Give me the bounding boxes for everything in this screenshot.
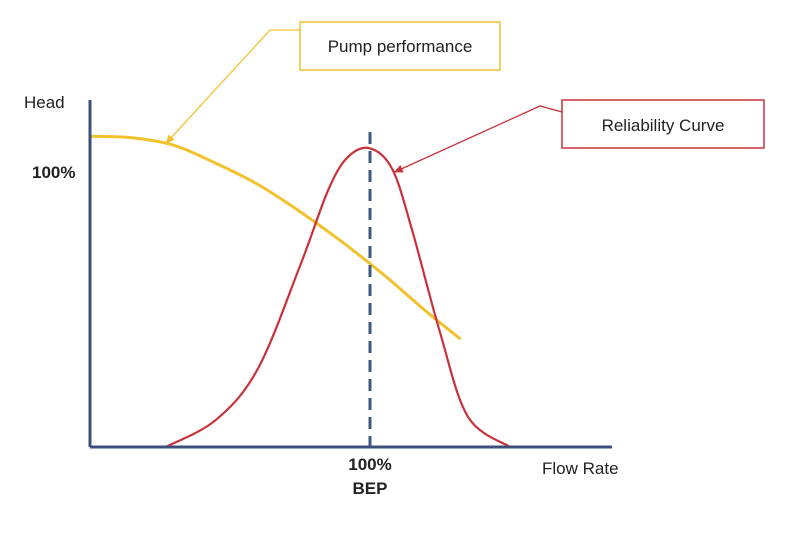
reliability-callout-label: Reliability Curve	[602, 116, 725, 135]
reliability-callout-arrowhead	[393, 165, 404, 173]
pump-callout-box	[299, 21, 501, 71]
pump-callout-leader	[165, 29, 300, 145]
x-axis-label: Flow Rate	[542, 459, 619, 478]
x-tick-sublabel-bep: BEP	[353, 479, 388, 498]
reliability-callout-box	[561, 99, 765, 149]
x-tick-label: 100%	[348, 455, 391, 474]
y-tick-label: 100%	[32, 163, 75, 182]
reliability-curve-line	[164, 146, 512, 449]
pump-performance-line	[88, 134, 462, 340]
y-axis-label: Head	[24, 93, 65, 112]
pump-callout-label: Pump performance	[328, 37, 473, 56]
pump-callout-arrowhead	[165, 134, 175, 144]
reliability-callout-leader	[393, 105, 563, 173]
